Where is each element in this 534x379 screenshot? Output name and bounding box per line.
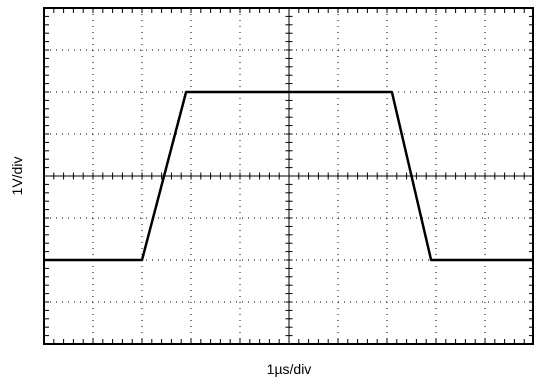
x-axis-label: 1µs/div <box>267 361 312 377</box>
waveform-traces <box>44 90 534 262</box>
y-axis-label: 1V/div <box>9 157 25 196</box>
waveform-trace <box>44 90 534 262</box>
plot-frame <box>43 7 534 345</box>
